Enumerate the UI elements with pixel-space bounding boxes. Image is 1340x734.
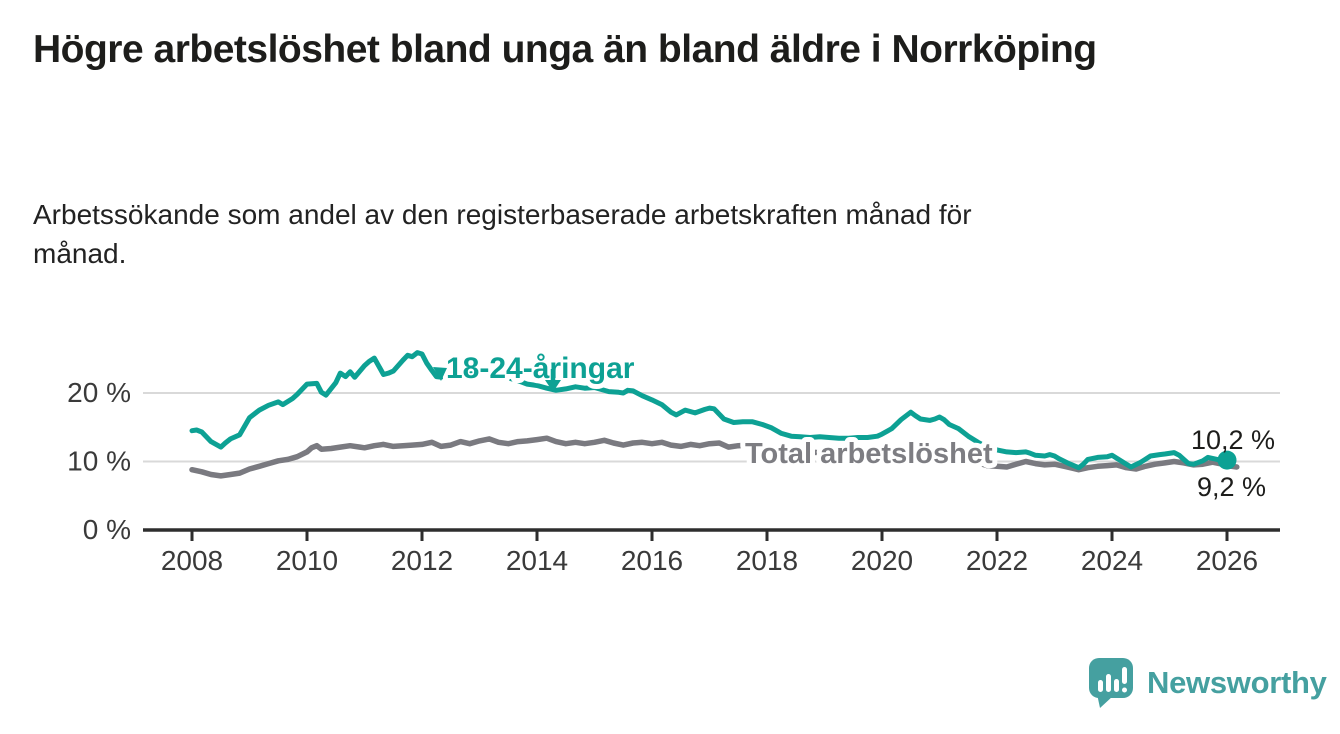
total-end-value-label: 9,2 %: [1197, 472, 1266, 502]
x-tick-label-2014: 2014: [506, 545, 568, 576]
youth-end-dot: [1217, 450, 1237, 470]
x-tick-label-2018: 2018: [736, 545, 798, 576]
page-title: Högre arbetslöshet bland unga än bland ä…: [33, 28, 1097, 71]
x-tick-label-2020: 2020: [851, 545, 913, 576]
page-subtitle: Arbetssökande som andel av den registerb…: [33, 199, 972, 269]
y-tick-label-10: 10 %: [67, 446, 131, 477]
y-tick-label-0: 0 %: [83, 514, 131, 545]
youth-end-value-label: 10,2 %: [1191, 425, 1275, 455]
x-tick-label-2010: 2010: [276, 545, 338, 576]
series-line-youth: [189, 350, 1230, 471]
series-label-total: Total arbetslöshet: [745, 438, 993, 470]
series-label-youth: 18-24-åringar: [446, 352, 635, 385]
newsworthy-logo: Newsworthy: [1087, 656, 1327, 709]
x-tick-label-2016: 2016: [621, 545, 683, 576]
speech-bubble-bar-chart-icon: [1089, 658, 1133, 708]
newsworthy-logo-text: Newsworthy: [1147, 664, 1327, 700]
x-tick-label-2024: 2024: [1081, 545, 1143, 576]
x-tick-label-2026: 2026: [1196, 545, 1258, 576]
unemployment-line-chart: 2008 2010 2012 2014 2016 2018 2020 2022 2024 2026…: [67, 350, 1280, 576]
series-line-total: [189, 435, 1240, 479]
y-tick-label-20: 20 %: [67, 377, 131, 408]
youth-label-arrow-down-icon: [545, 380, 561, 392]
x-tick-label-2012: 2012: [391, 545, 453, 576]
youth-label-arrow-left-icon: [433, 367, 447, 381]
x-tick-label-2022: 2022: [966, 545, 1028, 576]
x-tick-label-2008: 2008: [161, 545, 223, 576]
